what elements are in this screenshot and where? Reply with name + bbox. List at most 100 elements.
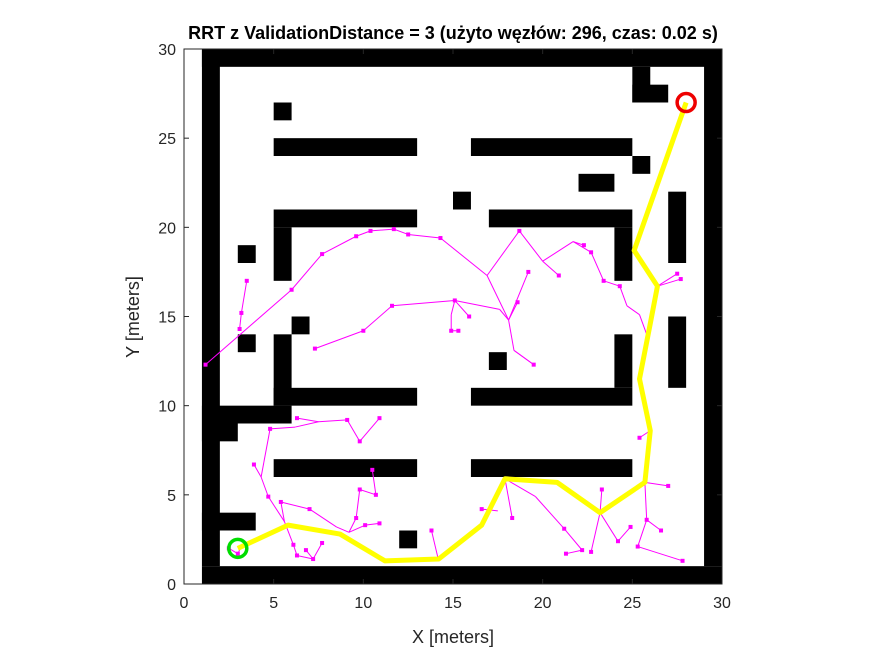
tree-node-20 bbox=[449, 328, 454, 333]
tree-edge-44 bbox=[260, 476, 269, 497]
tree-edge-56 bbox=[355, 489, 361, 519]
tree-node-18 bbox=[361, 328, 366, 333]
tree-edge-25 bbox=[454, 299, 500, 310]
tree-node-62 bbox=[666, 483, 671, 488]
obstacle-31 bbox=[399, 530, 418, 549]
tree-edge-0 bbox=[205, 289, 292, 366]
tree-node-21 bbox=[456, 328, 461, 333]
tree-node-25 bbox=[239, 310, 244, 315]
tree-node-1 bbox=[289, 287, 294, 292]
x-tick-label-6: 30 bbox=[713, 595, 731, 612]
tree-node-42 bbox=[373, 492, 378, 497]
obstacle-24 bbox=[470, 387, 633, 406]
tree-node-43 bbox=[370, 467, 375, 472]
y-tick-label-3: 15 bbox=[158, 310, 176, 327]
tree-edge-11 bbox=[542, 241, 574, 262]
tree-edge-43 bbox=[253, 464, 262, 478]
tree-node-61 bbox=[659, 528, 664, 533]
tree-edge-3 bbox=[355, 230, 371, 237]
tree-node-60 bbox=[680, 558, 685, 563]
y-tick-label-2: 10 bbox=[158, 399, 176, 416]
chart-title: RRT z ValidationDistance = 3 (użyto węzł… bbox=[188, 23, 718, 43]
tree-edge-80 bbox=[657, 278, 681, 287]
tree-edge-33 bbox=[513, 349, 534, 366]
x-tick-label-3: 15 bbox=[444, 595, 462, 612]
tree-node-50 bbox=[510, 516, 515, 521]
obstacle-13 bbox=[273, 209, 418, 228]
tree-edge-48 bbox=[296, 554, 314, 560]
tree-edge-45 bbox=[267, 496, 285, 522]
tree-edge-19 bbox=[486, 275, 510, 321]
tree-node-52 bbox=[580, 548, 585, 553]
obstacle-5 bbox=[632, 84, 669, 103]
tree-edge-6 bbox=[408, 233, 441, 239]
tree-node-41 bbox=[357, 487, 362, 492]
start-marker bbox=[227, 537, 249, 560]
tree-edge-74 bbox=[644, 482, 648, 520]
tree-node-0 bbox=[203, 362, 208, 367]
tree-node-55 bbox=[599, 487, 604, 492]
x-tick-label-5: 25 bbox=[623, 595, 641, 612]
tree-node-40 bbox=[354, 516, 359, 521]
tree-node-8 bbox=[517, 228, 522, 233]
tree-edge-9 bbox=[518, 230, 544, 262]
tree-edge-78 bbox=[644, 481, 669, 487]
tree-edge-71 bbox=[599, 489, 603, 513]
tree-edge-29 bbox=[450, 300, 456, 315]
tree-node-2 bbox=[320, 252, 325, 257]
tree-edge-4 bbox=[370, 228, 394, 232]
x-axis-label: X [meters] bbox=[412, 627, 494, 647]
tree-edge-17 bbox=[626, 305, 640, 316]
obstacle-map bbox=[201, 49, 722, 584]
tree-node-39 bbox=[307, 507, 312, 512]
tree-node-7 bbox=[438, 236, 443, 241]
tree-node-35 bbox=[311, 557, 316, 562]
tree-node-66 bbox=[589, 250, 594, 255]
tree-node-3 bbox=[354, 234, 359, 239]
tree-node-58 bbox=[644, 517, 649, 522]
tree-edge-2 bbox=[321, 235, 357, 255]
tree-edge-10 bbox=[542, 260, 560, 276]
tree-edge-57 bbox=[359, 489, 377, 496]
tree-node-54 bbox=[589, 549, 594, 554]
tree-node-32 bbox=[266, 494, 271, 499]
tree-node-34 bbox=[294, 553, 299, 558]
obstacle-20 bbox=[668, 316, 687, 388]
tree-node-24 bbox=[244, 278, 249, 283]
obstacle-19 bbox=[237, 334, 256, 353]
tree-node-14 bbox=[531, 362, 536, 367]
tree-edge-26 bbox=[391, 299, 455, 307]
tree-edge-24 bbox=[499, 309, 509, 321]
tree-edge-41 bbox=[270, 426, 296, 430]
tree-node-10 bbox=[581, 243, 586, 248]
tree-node-15 bbox=[526, 269, 531, 274]
obstacle-15 bbox=[488, 209, 633, 228]
obstacle-3 bbox=[201, 566, 722, 584]
y-tick-label-6: 30 bbox=[158, 42, 176, 59]
tree-node-26 bbox=[294, 416, 299, 421]
obstacle-28 bbox=[273, 459, 418, 477]
tree-node-37 bbox=[303, 548, 308, 553]
y-axis-label: Y [meters] bbox=[123, 276, 143, 358]
tree-node-22 bbox=[467, 314, 472, 319]
tree-edge-14 bbox=[590, 252, 605, 282]
tree-node-9 bbox=[556, 273, 561, 278]
tree-node-38 bbox=[278, 499, 283, 504]
tree-edge-60 bbox=[365, 522, 380, 526]
goal-marker bbox=[675, 91, 697, 114]
tree-edge-1 bbox=[291, 253, 323, 291]
tree-node-19 bbox=[312, 346, 317, 351]
tree-edge-38 bbox=[346, 419, 361, 442]
tree-edge-21 bbox=[508, 319, 515, 351]
obstacle-18 bbox=[291, 316, 310, 335]
tree-edge-5 bbox=[393, 228, 409, 235]
obstacle-11 bbox=[453, 191, 471, 210]
tree-node-16 bbox=[452, 298, 457, 303]
obstacle-30 bbox=[201, 512, 256, 531]
tree-node-47 bbox=[235, 551, 240, 556]
tree-node-44 bbox=[363, 523, 368, 528]
tree-node-36 bbox=[320, 540, 325, 545]
obstacle-16 bbox=[614, 227, 633, 281]
tree-node-48 bbox=[429, 528, 434, 533]
